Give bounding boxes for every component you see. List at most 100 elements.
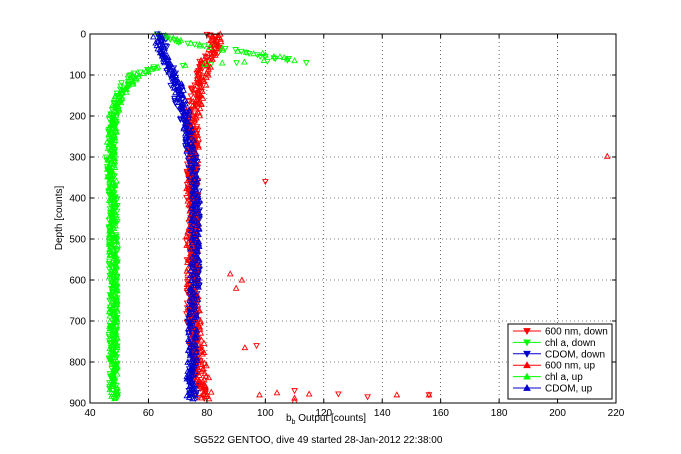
data-point [112, 351, 119, 358]
data-point [190, 195, 198, 202]
data-point [124, 75, 132, 82]
data-point [164, 53, 172, 60]
data-point [118, 80, 125, 87]
data-point [214, 31, 222, 38]
y-tick-label: 0 [80, 30, 86, 41]
data-point [191, 82, 199, 89]
data-point [245, 50, 253, 57]
data-point [196, 307, 204, 314]
data-point [106, 325, 114, 332]
data-point [180, 86, 187, 93]
data-point [186, 391, 194, 398]
data-point [106, 166, 114, 173]
y-tick-label: 200 [69, 112, 86, 123]
data-point [189, 395, 196, 402]
data-point [188, 178, 196, 185]
data-point [109, 123, 116, 130]
data-point [109, 281, 117, 289]
outlier-point [285, 56, 293, 63]
data-point [260, 56, 268, 63]
data-point [270, 55, 278, 62]
data-point [193, 209, 201, 216]
data-point [202, 372, 210, 379]
legend-marker [523, 383, 531, 391]
data-point [207, 388, 215, 395]
data-point [197, 317, 205, 324]
data-point [105, 262, 113, 269]
data-point [109, 101, 116, 108]
data-point [190, 136, 198, 143]
data-point [144, 68, 152, 75]
data-point [190, 228, 198, 235]
data-point [178, 90, 186, 98]
x-tick-label: 60 [143, 408, 155, 419]
data-point [111, 276, 119, 283]
data-point [180, 113, 187, 120]
data-point [196, 105, 204, 112]
x-tick-label: 40 [84, 408, 96, 419]
y-tick-label: 500 [69, 235, 86, 246]
data-point [190, 103, 198, 110]
data-point [179, 91, 187, 98]
data-point [114, 363, 121, 370]
data-point [106, 185, 113, 192]
data-point [104, 144, 112, 151]
data-point [103, 165, 111, 172]
data-point [183, 241, 191, 248]
data-point [108, 239, 116, 246]
data-point [184, 140, 191, 147]
data-point [157, 36, 165, 43]
data-point [198, 361, 206, 368]
data-point [187, 276, 195, 283]
legend-entry: CDOM, up [513, 384, 593, 395]
data-point [175, 99, 183, 106]
data-point [110, 276, 118, 283]
data-point [160, 55, 167, 62]
data-point [194, 295, 202, 302]
data-point [193, 354, 201, 361]
data-point [187, 39, 195, 46]
data-point [174, 103, 181, 110]
legend-entry: chl a, up [513, 372, 583, 383]
y-tick-label: 300 [69, 153, 86, 164]
data-point [203, 392, 211, 399]
data-point [185, 393, 193, 400]
data-point [201, 382, 209, 389]
data-point [129, 77, 137, 84]
data-point [270, 53, 278, 60]
data-point [108, 383, 115, 390]
data-point [188, 300, 195, 307]
data-point [188, 194, 195, 201]
plot-frame [89, 33, 617, 404]
legend-marker [523, 350, 531, 358]
y-tick-label: 900 [69, 399, 86, 410]
data-point [194, 355, 202, 362]
outlier-point [603, 152, 611, 159]
data-point [217, 35, 225, 42]
x-tick-label: 200 [549, 408, 566, 419]
data-point [108, 291, 115, 298]
x-axis-label-main: b [286, 413, 292, 424]
data-point [187, 93, 195, 100]
data-point [211, 51, 219, 58]
data-point [106, 340, 114, 347]
data-point [109, 168, 117, 175]
legend-entry: 600 nm, down [513, 327, 608, 338]
data-point [109, 320, 117, 327]
data-point [159, 41, 167, 48]
data-point [197, 380, 204, 387]
data-point [242, 48, 250, 55]
legend-label: CDOM, down [545, 349, 605, 360]
data-point [184, 358, 192, 365]
data-point [106, 245, 114, 252]
data-point [105, 188, 112, 195]
data-point [185, 111, 193, 118]
data-point [176, 88, 183, 95]
data-point [195, 143, 202, 150]
data-point [187, 226, 195, 233]
data-point [183, 392, 191, 399]
data-point [196, 42, 204, 49]
data-point [194, 72, 201, 79]
data-point [195, 257, 202, 264]
